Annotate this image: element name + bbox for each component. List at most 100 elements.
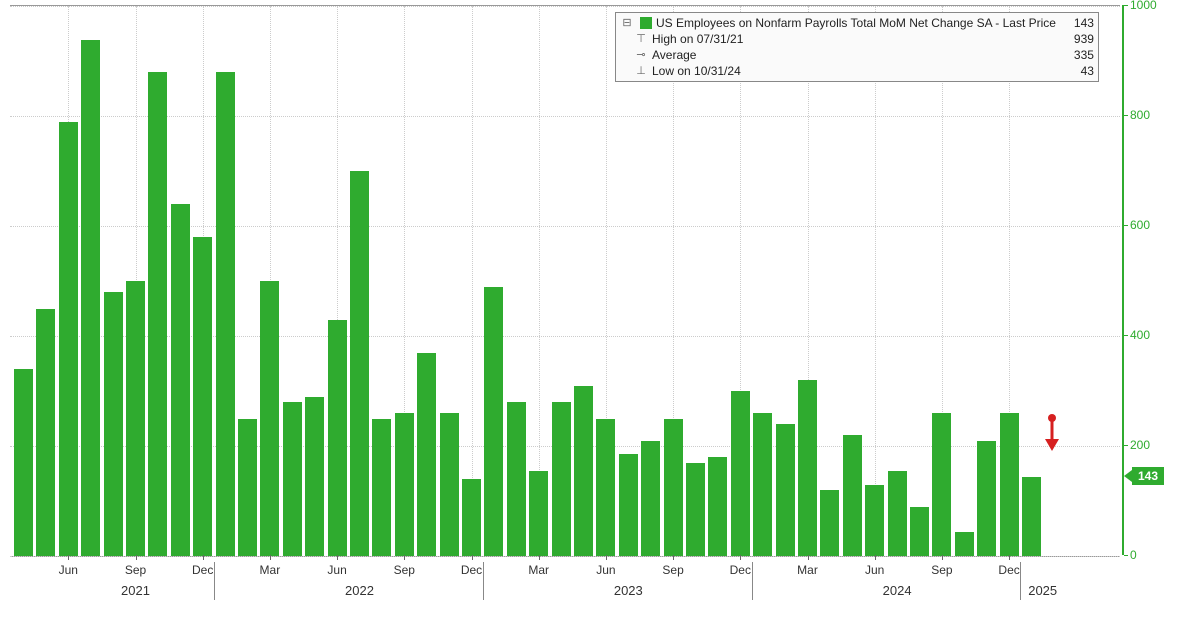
x-tick-month-label: Jun bbox=[59, 563, 78, 577]
x-tick-month-label: Sep bbox=[662, 563, 683, 577]
legend-glyph-icon: ⊸ bbox=[634, 47, 648, 63]
legend-value: 335 bbox=[1064, 47, 1094, 63]
bar bbox=[686, 463, 705, 557]
legend-row: ⊟ US Employees on Nonfarm Payrolls Total … bbox=[620, 15, 1094, 31]
bar bbox=[462, 479, 481, 556]
bar bbox=[1000, 413, 1019, 556]
bar bbox=[507, 402, 526, 556]
legend-value: 939 bbox=[1064, 31, 1094, 47]
legend-label: High on 07/31/21 bbox=[652, 31, 1064, 47]
legend-row: ⊤High on 07/31/21939 bbox=[620, 31, 1094, 47]
bar bbox=[641, 441, 660, 557]
legend-glyph-icon: ⊥ bbox=[634, 63, 648, 79]
x-tick-year-label: 2021 bbox=[121, 583, 150, 598]
x-year-divider bbox=[752, 562, 753, 600]
legend-label: Low on 10/31/24 bbox=[652, 63, 1064, 79]
bar bbox=[59, 122, 78, 557]
bar bbox=[731, 391, 750, 556]
legend-row: ⊥Low on 10/31/2443 bbox=[620, 63, 1094, 79]
x-tick-month-label: Dec bbox=[192, 563, 213, 577]
bar bbox=[417, 353, 436, 557]
bar bbox=[260, 281, 279, 556]
y-tick-label: 400 bbox=[1130, 328, 1150, 342]
x-tick-mark bbox=[606, 555, 607, 560]
bar bbox=[619, 454, 638, 556]
legend-glyph-icon: ⊤ bbox=[634, 31, 648, 47]
y-axis-right: 02004006008001000143 bbox=[1122, 5, 1194, 555]
bar bbox=[977, 441, 996, 557]
last-price-label: 143 bbox=[1132, 467, 1164, 485]
legend: ⊟ US Employees on Nonfarm Payrolls Total … bbox=[615, 12, 1099, 82]
x-tick-month-label: Dec bbox=[461, 563, 482, 577]
bar bbox=[283, 402, 302, 556]
bar bbox=[932, 413, 951, 556]
x-tick-mark bbox=[136, 555, 137, 560]
x-tick-mark bbox=[808, 555, 809, 560]
y-tick-mark bbox=[1124, 225, 1128, 226]
y-tick-mark bbox=[1124, 335, 1128, 336]
x-tick-mark bbox=[404, 555, 405, 560]
legend-value: 143 bbox=[1064, 15, 1094, 31]
y-tick-label: 600 bbox=[1130, 218, 1150, 232]
x-tick-month-label: Jun bbox=[327, 563, 346, 577]
x-tick-year-label: 2025 bbox=[1028, 583, 1057, 598]
x-tick-mark bbox=[740, 555, 741, 560]
bar bbox=[126, 281, 145, 556]
x-tick-month-label: Mar bbox=[528, 563, 549, 577]
x-tick-month-label: Mar bbox=[260, 563, 281, 577]
x-tick-year-label: 2022 bbox=[345, 583, 374, 598]
x-axis: JunSepDecMarJunSepDecMarJunSepDecMarJunS… bbox=[10, 555, 1120, 620]
x-tick-mark bbox=[270, 555, 271, 560]
last-price-arrow-icon bbox=[1124, 470, 1132, 482]
plot-area bbox=[10, 6, 1120, 556]
bar bbox=[910, 507, 929, 557]
x-tick-month-label: Dec bbox=[730, 563, 751, 577]
x-tick-mark bbox=[942, 555, 943, 560]
y-tick-label: 0 bbox=[1130, 548, 1137, 562]
down-arrow-icon bbox=[1043, 413, 1061, 459]
bar bbox=[1022, 477, 1041, 556]
x-tick-month-label: Sep bbox=[931, 563, 952, 577]
bar bbox=[14, 369, 33, 556]
x-tick-mark bbox=[875, 555, 876, 560]
x-year-divider bbox=[1020, 562, 1021, 600]
x-tick-mark bbox=[1009, 555, 1010, 560]
gridline-v bbox=[472, 6, 473, 556]
y-tick-label: 200 bbox=[1130, 438, 1150, 452]
bar bbox=[148, 72, 167, 556]
y-tick-mark bbox=[1124, 115, 1128, 116]
y-tick-label: 800 bbox=[1130, 108, 1150, 122]
bar bbox=[552, 402, 571, 556]
bar bbox=[238, 419, 257, 557]
x-year-divider bbox=[483, 562, 484, 600]
legend-swatch-icon bbox=[640, 17, 652, 29]
x-tick-month-label: Mar bbox=[797, 563, 818, 577]
bar bbox=[820, 490, 839, 556]
y-tick-mark bbox=[1124, 5, 1128, 6]
legend-label: Average bbox=[652, 47, 1064, 63]
bar bbox=[574, 386, 593, 557]
x-tick-month-label: Sep bbox=[125, 563, 146, 577]
chart-container: ⊟ US Employees on Nonfarm Payrolls Total … bbox=[10, 5, 1120, 557]
bar bbox=[328, 320, 347, 557]
bar bbox=[36, 309, 55, 557]
x-tick-month-label: Jun bbox=[596, 563, 615, 577]
bar bbox=[776, 424, 795, 556]
bar bbox=[753, 413, 772, 556]
y-tick-mark bbox=[1124, 555, 1128, 556]
x-year-divider bbox=[214, 562, 215, 600]
bar bbox=[664, 419, 683, 557]
legend-row: ⊸Average335 bbox=[620, 47, 1094, 63]
bar bbox=[865, 485, 884, 557]
bar bbox=[955, 532, 974, 556]
bar bbox=[708, 457, 727, 556]
bar bbox=[171, 204, 190, 556]
legend-label: US Employees on Nonfarm Payrolls Total M… bbox=[656, 15, 1064, 31]
bar bbox=[216, 72, 235, 556]
bar bbox=[440, 413, 459, 556]
x-tick-mark bbox=[673, 555, 674, 560]
x-tick-mark bbox=[472, 555, 473, 560]
bar bbox=[372, 419, 391, 557]
legend-expand-icon: ⊟ bbox=[620, 15, 634, 31]
x-tick-month-label: Dec bbox=[998, 563, 1019, 577]
